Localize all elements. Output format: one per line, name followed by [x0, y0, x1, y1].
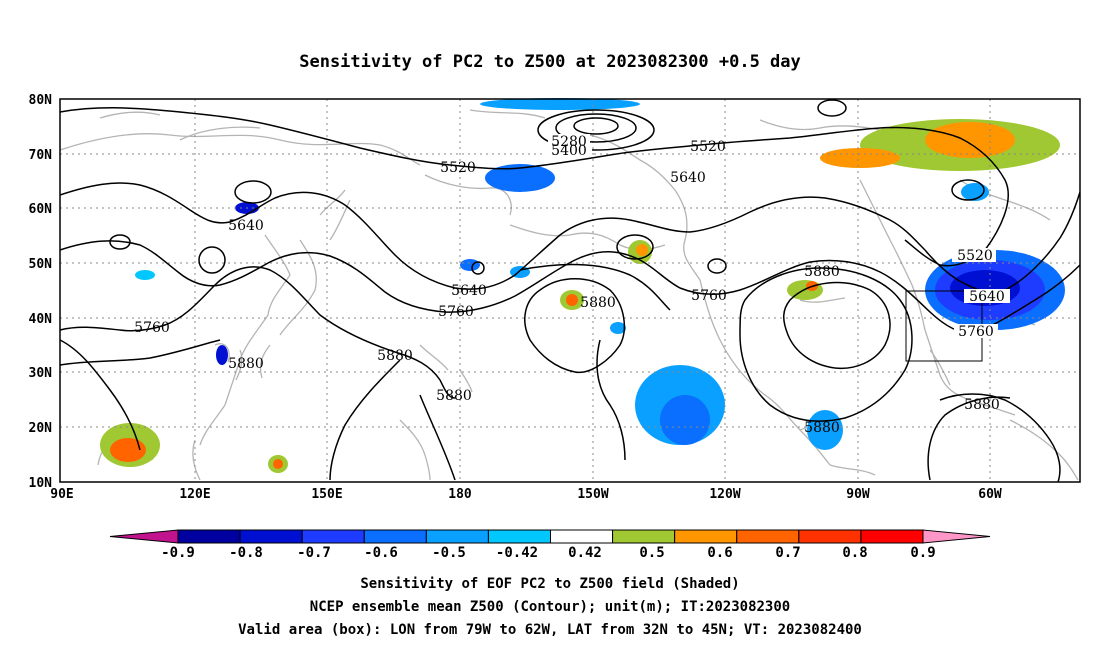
contour-label: 5640 [670, 170, 706, 186]
negative-shade [485, 164, 555, 192]
lat-label: 40N [29, 312, 53, 327]
map-title: Sensitivity of PC2 to Z500 at 2023082300… [299, 52, 801, 72]
negative-shade [216, 345, 228, 365]
lon-label: 60W [978, 487, 1002, 502]
latitude-axis: 80N 70N 60N 50N 40N 30N 20N 10N [29, 93, 53, 491]
contour-label: 5880 [804, 264, 840, 280]
contour-label: 5520 [957, 248, 993, 264]
colorbar-swatch [612, 529, 676, 544]
colorbar-swatch [798, 529, 862, 544]
colorbar-swatch [487, 529, 551, 544]
contour-label: 5880 [964, 397, 1000, 413]
lon-label: 120W [709, 487, 740, 502]
negative-shade [610, 322, 626, 334]
colorbar-label: 0.5 [639, 545, 664, 561]
colorbar-swatch [674, 529, 738, 544]
colorbar: -0.9 -0.8 -0.7 -0.6 -0.5 -0.42 0.42 0.5 … [109, 529, 991, 561]
negative-shade [135, 270, 155, 280]
colorbar-label: -0.42 [496, 545, 538, 561]
contour-label: 5760 [134, 320, 170, 336]
negative-shade [660, 395, 710, 445]
colorbar-arrow-low [109, 529, 179, 544]
colorbar-swatch [301, 529, 365, 544]
positive-shade [566, 294, 578, 306]
colorbar-label: -0.7 [297, 545, 331, 561]
contour-label: 5280 [551, 134, 587, 150]
footer-line-1: Sensitivity of EOF PC2 to Z500 field (Sh… [360, 576, 739, 592]
colorbar-swatch [239, 529, 303, 544]
map-plot-area: 5280 5400 5520 5520 5640 5520 5640 5640 … [59, 98, 1081, 483]
negative-shade [480, 98, 640, 110]
colorbar-label: 0.7 [775, 545, 800, 561]
lon-label: 90E [50, 487, 73, 502]
colorbar-arrow-high [922, 529, 991, 544]
contour-label: 5760 [958, 324, 994, 340]
contour-label: 5880 [436, 388, 472, 404]
colorbar-label: 0.8 [842, 545, 867, 561]
lat-label: 70N [29, 148, 53, 163]
lat-label: 20N [29, 421, 53, 436]
lon-label: 90W [846, 487, 870, 502]
colorbar-swatch [736, 529, 800, 544]
contour-label: 5760 [691, 288, 727, 304]
lat-label: 60N [29, 202, 53, 217]
lat-label: 30N [29, 366, 53, 381]
lon-label: 150W [577, 487, 608, 502]
lon-label: 180 [448, 487, 472, 502]
colorbar-label: 0.9 [910, 545, 935, 561]
lon-label: 150E [311, 487, 342, 502]
contour-label: 5640 [969, 289, 1005, 305]
positive-shade [820, 148, 900, 168]
lat-label: 10N [29, 476, 53, 491]
lat-label: 50N [29, 257, 53, 272]
contour-label: 5520 [690, 139, 726, 155]
lon-label: 120E [179, 487, 210, 502]
contour-label: 5760 [438, 304, 474, 320]
contour-label: 5640 [451, 283, 487, 299]
z500-contours [59, 99, 1081, 483]
contour-label: 5640 [228, 218, 264, 234]
contour-label: 5880 [228, 356, 264, 372]
colorbar-label: 0.6 [707, 545, 732, 561]
colorbar-swatch [860, 529, 924, 544]
colorbar-label: -0.9 [161, 545, 195, 561]
colorbar-swatch [550, 529, 614, 544]
contour-label: 5880 [580, 295, 616, 311]
longitude-axis: 90E 120E 150E 180 150W 120W 90W 60W [50, 487, 1002, 502]
colorbar-label: -0.6 [364, 545, 398, 561]
contour-label: 5880 [804, 420, 840, 436]
negative-shade [961, 183, 989, 201]
map-frame [59, 98, 1081, 483]
lat-label: 80N [29, 93, 53, 108]
colorbar-label: -0.5 [432, 545, 466, 561]
negative-shade [460, 259, 480, 271]
positive-shade [636, 244, 648, 256]
colorbar-swatch [425, 529, 489, 544]
contour-label: 5400 [551, 143, 587, 159]
contour-label: 5520 [440, 160, 476, 176]
positive-shade [273, 459, 283, 469]
colorbar-swatch [177, 529, 241, 544]
positive-shade [110, 438, 146, 462]
positive-shade [925, 122, 1015, 158]
contour-label: 5880 [377, 348, 413, 364]
colorbar-label: 0.42 [568, 545, 602, 561]
colorbar-swatch [363, 529, 427, 544]
colorbar-swatches [109, 529, 991, 544]
contour-labels: 5280 5400 5520 5520 5640 5520 5640 5640 … [134, 134, 1010, 436]
colorbar-label: -0.8 [229, 545, 263, 561]
footer-line-2: NCEP ensemble mean Z500 (Contour); unit(… [310, 599, 790, 615]
footer-line-3: Valid area (box): LON from 79W to 62W, L… [238, 622, 862, 638]
